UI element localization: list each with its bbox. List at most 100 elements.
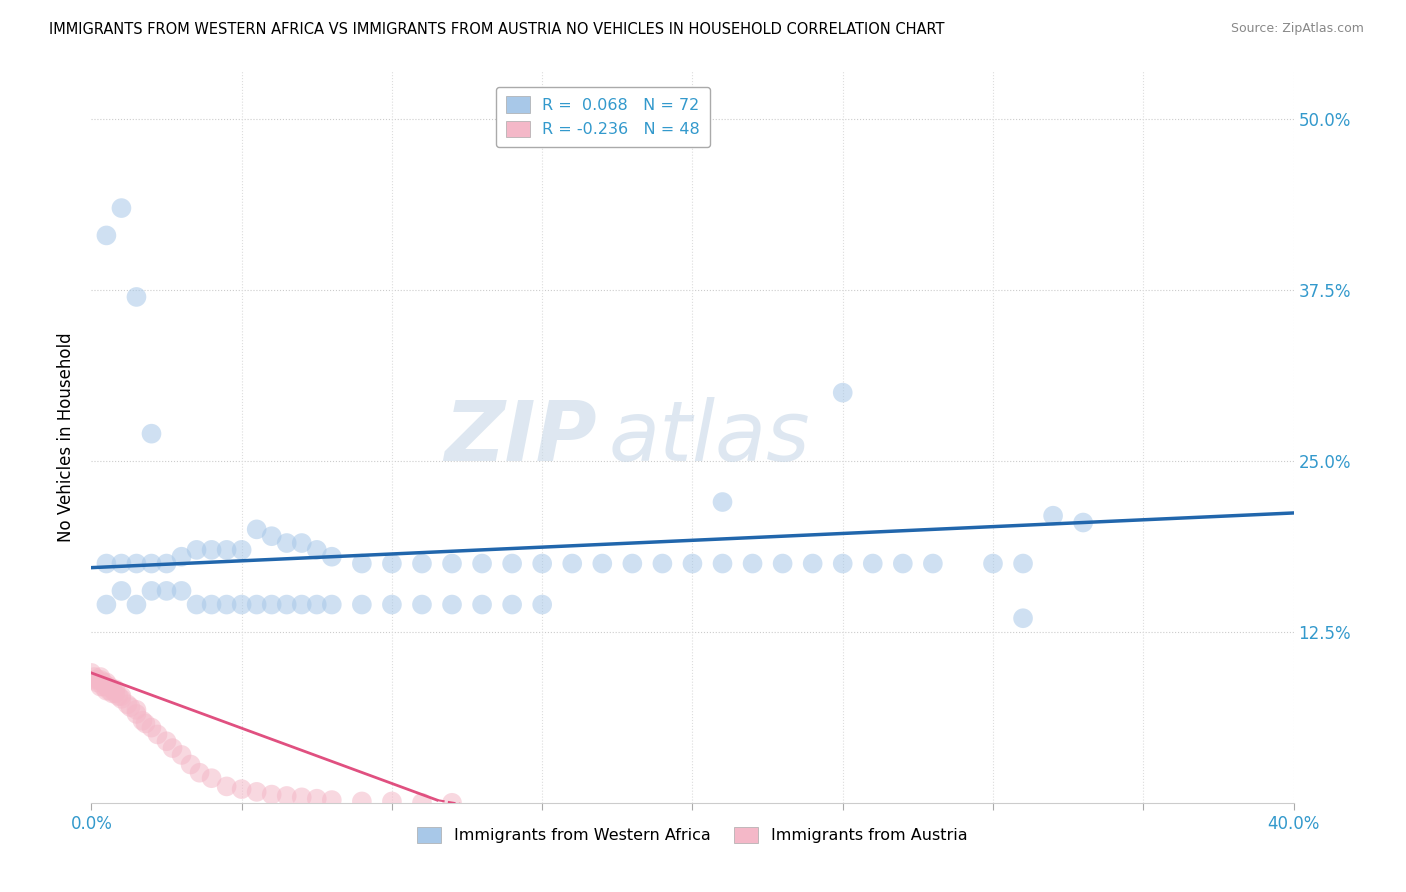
Point — [125, 290, 148, 304]
Point — [110, 583, 132, 598]
Point — [922, 557, 945, 571]
Point — [741, 557, 763, 571]
Point — [411, 557, 433, 571]
Point — [104, 682, 127, 697]
Point — [260, 788, 283, 802]
Point — [188, 765, 211, 780]
Point — [134, 716, 156, 731]
Point — [440, 557, 463, 571]
Point — [246, 598, 269, 612]
Point — [155, 557, 177, 571]
Point — [80, 665, 103, 680]
Point — [98, 683, 121, 698]
Point — [440, 598, 463, 612]
Point — [1042, 508, 1064, 523]
Point — [350, 557, 373, 571]
Point — [981, 557, 1004, 571]
Point — [155, 583, 177, 598]
Point — [260, 598, 283, 612]
Point — [141, 721, 163, 735]
Point — [93, 675, 115, 690]
Point — [291, 536, 314, 550]
Point — [276, 598, 298, 612]
Point — [117, 698, 139, 712]
Point — [501, 598, 523, 612]
Text: atlas: atlas — [609, 397, 810, 477]
Point — [246, 522, 269, 536]
Point — [96, 557, 118, 571]
Point — [86, 675, 108, 690]
Text: Source: ZipAtlas.com: Source: ZipAtlas.com — [1230, 22, 1364, 36]
Point — [321, 793, 343, 807]
Point — [107, 689, 129, 703]
Point — [125, 598, 148, 612]
Point — [350, 794, 373, 808]
Point — [501, 557, 523, 571]
Point — [110, 692, 132, 706]
Point — [531, 557, 554, 571]
Point — [471, 557, 494, 571]
Point — [201, 598, 224, 612]
Point — [110, 689, 132, 703]
Point — [96, 228, 118, 243]
Point — [291, 790, 314, 805]
Point — [231, 542, 253, 557]
Point — [201, 771, 224, 785]
Point — [101, 686, 124, 700]
Point — [120, 700, 142, 714]
Point — [170, 747, 193, 762]
Point — [104, 686, 127, 700]
Point — [96, 680, 118, 694]
Point — [711, 495, 734, 509]
Point — [93, 680, 115, 694]
Point — [305, 791, 328, 805]
Point — [86, 673, 108, 687]
Point — [411, 796, 433, 810]
Point — [246, 785, 269, 799]
Point — [440, 796, 463, 810]
Point — [155, 734, 177, 748]
Point — [531, 598, 554, 612]
Point — [141, 557, 163, 571]
Point — [170, 583, 193, 598]
Point — [772, 557, 794, 571]
Point — [125, 703, 148, 717]
Point — [411, 598, 433, 612]
Point — [1071, 516, 1094, 530]
Point — [162, 741, 184, 756]
Point — [381, 557, 404, 571]
Point — [831, 385, 853, 400]
Point — [186, 598, 208, 612]
Point — [350, 598, 373, 612]
Point — [101, 682, 124, 697]
Point — [89, 673, 111, 687]
Point — [231, 598, 253, 612]
Point — [110, 557, 132, 571]
Point — [321, 549, 343, 564]
Point — [96, 675, 118, 690]
Text: IMMIGRANTS FROM WESTERN AFRICA VS IMMIGRANTS FROM AUSTRIA NO VEHICLES IN HOUSEHO: IMMIGRANTS FROM WESTERN AFRICA VS IMMIGR… — [49, 22, 945, 37]
Legend: Immigrants from Western Africa, Immigrants from Austria: Immigrants from Western Africa, Immigran… — [411, 821, 974, 850]
Point — [146, 727, 169, 741]
Point — [276, 789, 298, 803]
Point — [186, 542, 208, 557]
Point — [891, 557, 914, 571]
Point — [83, 670, 105, 684]
Point — [681, 557, 703, 571]
Point — [170, 549, 193, 564]
Point — [621, 557, 644, 571]
Point — [1012, 557, 1035, 571]
Point — [831, 557, 853, 571]
Point — [110, 201, 132, 215]
Point — [381, 598, 404, 612]
Point — [260, 529, 283, 543]
Point — [651, 557, 673, 571]
Y-axis label: No Vehicles in Household: No Vehicles in Household — [58, 332, 76, 542]
Point — [141, 426, 163, 441]
Point — [215, 598, 238, 612]
Point — [305, 542, 328, 557]
Point — [98, 680, 121, 694]
Point — [801, 557, 824, 571]
Point — [141, 583, 163, 598]
Point — [96, 598, 118, 612]
